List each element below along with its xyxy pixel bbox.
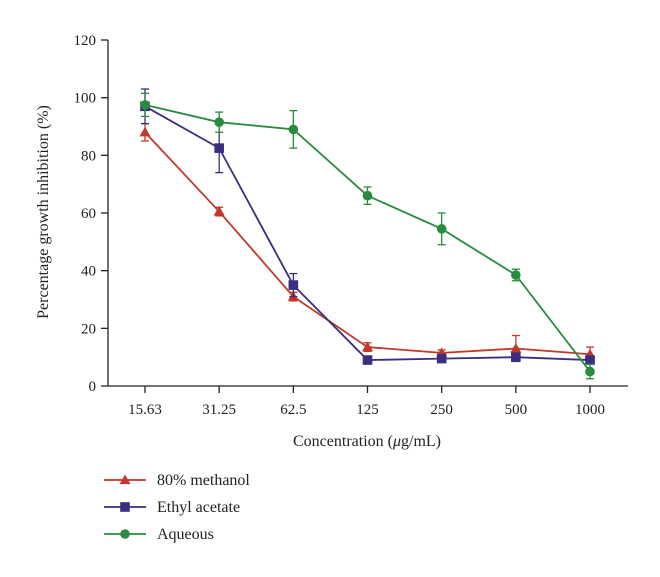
series-aqueous: [140, 92, 595, 380]
y-tick-label: 20: [81, 321, 96, 337]
data-point: [213, 206, 225, 216]
y-tick-label: 60: [81, 206, 96, 222]
y-tick-label: 100: [74, 91, 97, 107]
x-tick-label: 250: [430, 402, 453, 418]
y-tick-label: 0: [89, 379, 97, 395]
x-axis-title-suffix: g/mL): [401, 433, 441, 450]
data-point: [362, 341, 373, 352]
data-point: [139, 126, 151, 137]
legend-label: 80% methanol: [157, 472, 250, 489]
data-point: [214, 143, 224, 153]
legend-marker: [120, 502, 130, 512]
x-axis-title-mu: μ: [392, 433, 401, 450]
y-axis-title: Percentage growth inhibition (%): [35, 105, 52, 319]
series-80-methanol: [139, 122, 596, 363]
legend-marker: [120, 529, 130, 539]
series-ethyl-acetate: [140, 88, 595, 365]
legend-item: 80% methanol: [104, 472, 250, 489]
data-point: [511, 270, 521, 280]
data-point: [362, 355, 373, 365]
series-line: [144, 131, 591, 356]
legend-label: Aqueous: [157, 526, 214, 543]
data-point: [436, 353, 447, 364]
data-point: [511, 352, 521, 362]
legend-label: Ethyl acetate: [157, 499, 240, 516]
legend-marker: [119, 474, 131, 485]
legend-item: Aqueous: [104, 526, 214, 543]
data-point: [214, 117, 224, 127]
data-point: [362, 190, 373, 201]
x-axis: 15.63 31.25 62.5 125 250 500 1000: [108, 385, 628, 418]
x-tick-label: 15.63: [128, 402, 162, 418]
data-point: [140, 100, 150, 110]
x-axis-title-prefix: Concentration (: [293, 433, 393, 450]
x-tick-label: 62.5: [280, 402, 306, 418]
y-tick-label: 120: [74, 33, 97, 49]
data-point: [288, 124, 299, 135]
legend-item: Ethyl acetate: [104, 499, 240, 516]
data-point: [585, 355, 595, 365]
y-tick-label: 80: [81, 148, 96, 164]
x-tick-label: 1000: [575, 402, 605, 418]
data-point: [510, 343, 522, 353]
x-tick-label: 125: [356, 402, 379, 418]
x-axis-title: Concentration (μg/mL): [293, 433, 441, 450]
legend: 80% methanol Ethyl acetate Aqueous: [104, 472, 250, 543]
series-line: [144, 105, 591, 361]
data-point: [288, 280, 299, 290]
x-tick-label: 31.25: [202, 402, 236, 418]
data-point: [436, 224, 447, 234]
y-axis: 0 20 40 60 80 100 120: [74, 33, 109, 395]
y-tick-label: 40: [81, 264, 96, 280]
data-point: [585, 366, 595, 377]
series-layer: [139, 88, 596, 380]
x-tick-label: 500: [505, 402, 528, 418]
